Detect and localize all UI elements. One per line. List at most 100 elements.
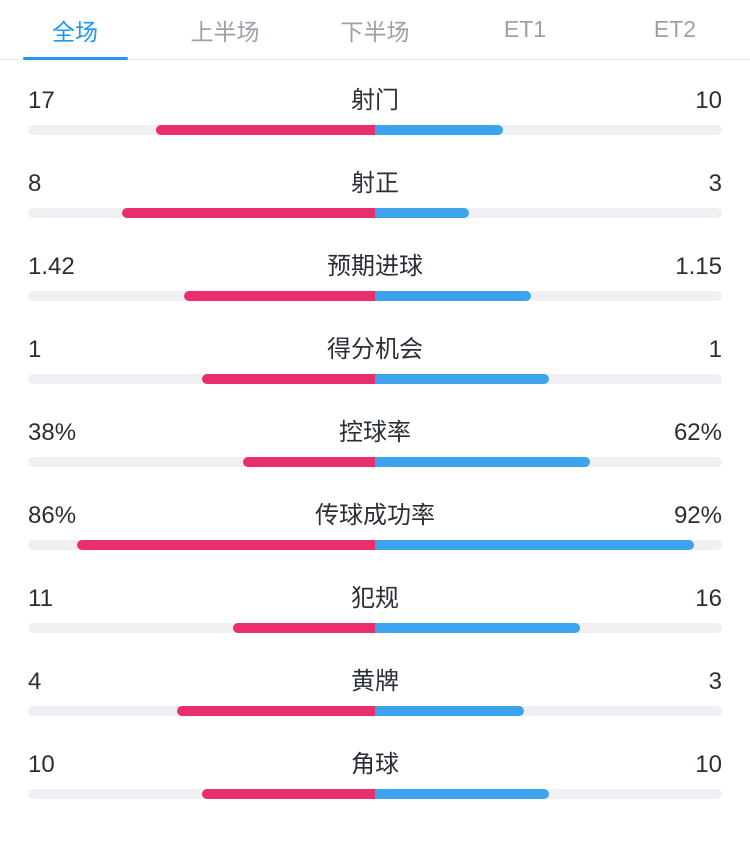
- stat-bar: [28, 540, 722, 550]
- stat-row: 10角球10: [28, 744, 722, 799]
- stat-bar-right-fill: [375, 706, 524, 716]
- stat-bar: [28, 706, 722, 716]
- stat-bar-left-fill: [184, 291, 375, 301]
- stat-bar-left-track: [28, 125, 375, 135]
- stat-row: 11犯规16: [28, 578, 722, 633]
- tab-label: 全场: [52, 13, 98, 47]
- stat-value-right: 62%: [642, 419, 722, 447]
- stat-bar: [28, 457, 722, 467]
- tab-label: 上半场: [191, 13, 260, 47]
- stat-value-left: 1: [28, 336, 108, 364]
- stat-bar-left-fill: [77, 540, 375, 550]
- stat-bar-right-track: [375, 706, 722, 716]
- stat-bar-left-fill: [202, 789, 376, 799]
- stat-label: 黄牌: [108, 661, 642, 696]
- stat-value-left: 86%: [28, 502, 108, 530]
- stat-row: 4黄牌3: [28, 661, 722, 716]
- stats-container: 17射门108射正31.42预期进球1.151得分机会138%控球率62%86%…: [0, 60, 750, 841]
- stat-bar: [28, 623, 722, 633]
- stat-value-left: 10: [28, 751, 108, 779]
- stat-value-left: 11: [28, 585, 108, 613]
- stat-label: 角球: [108, 744, 642, 779]
- stat-row: 38%控球率62%: [28, 412, 722, 467]
- stat-header: 38%控球率62%: [28, 412, 722, 447]
- stat-value-right: 1.15: [642, 253, 722, 281]
- stat-bar-right-fill: [375, 623, 580, 633]
- stat-row: 1.42预期进球1.15: [28, 246, 722, 301]
- stat-bar-right-fill: [375, 540, 694, 550]
- stat-header: 1.42预期进球1.15: [28, 246, 722, 281]
- stat-bar-right-track: [375, 208, 722, 218]
- stat-label: 射正: [108, 163, 642, 198]
- stat-label: 传球成功率: [108, 495, 642, 530]
- stat-bar-left-fill: [233, 623, 375, 633]
- stat-bar-left-fill: [122, 208, 375, 218]
- stat-header: 10角球10: [28, 744, 722, 779]
- tabs-bar: 全场 上半场 下半场 ET1 ET2: [0, 0, 750, 60]
- stat-value-left: 38%: [28, 419, 108, 447]
- stat-label: 犯规: [108, 578, 642, 613]
- stat-value-right: 10: [642, 751, 722, 779]
- stat-bar-left-track: [28, 623, 375, 633]
- stat-label: 预期进球: [108, 246, 642, 281]
- stat-bar-right-fill: [375, 374, 549, 384]
- stat-value-right: 3: [642, 668, 722, 696]
- stat-bar: [28, 125, 722, 135]
- stat-label: 射门: [108, 80, 642, 115]
- stat-bar-right-fill: [375, 457, 590, 467]
- stat-bar: [28, 789, 722, 799]
- stat-bar-right-track: [375, 540, 722, 550]
- stat-bar: [28, 291, 722, 301]
- tab-2[interactable]: 下半场: [300, 0, 450, 59]
- stat-row: 17射门10: [28, 80, 722, 135]
- stat-header: 86%传球成功率92%: [28, 495, 722, 530]
- stat-bar-right-track: [375, 623, 722, 633]
- stat-label: 控球率: [108, 412, 642, 447]
- stat-bar-right-fill: [375, 291, 531, 301]
- tab-4[interactable]: ET2: [600, 0, 750, 59]
- stat-bar-left-fill: [202, 374, 376, 384]
- stat-bar-right-track: [375, 374, 722, 384]
- stat-header: 1得分机会1: [28, 329, 722, 364]
- stat-header: 8射正3: [28, 163, 722, 198]
- stat-row: 8射正3: [28, 163, 722, 218]
- stat-bar-left-track: [28, 540, 375, 550]
- stat-header: 11犯规16: [28, 578, 722, 613]
- stat-value-left: 4: [28, 668, 108, 696]
- stat-header: 4黄牌3: [28, 661, 722, 696]
- stat-bar: [28, 374, 722, 384]
- stat-bar-left-track: [28, 706, 375, 716]
- stat-bar-right-fill: [375, 125, 503, 135]
- stat-bar-left-track: [28, 457, 375, 467]
- tab-label: ET2: [654, 16, 696, 43]
- stat-row: 86%传球成功率92%: [28, 495, 722, 550]
- stat-value-right: 92%: [642, 502, 722, 530]
- stat-value-right: 1: [642, 336, 722, 364]
- stat-bar-left-track: [28, 374, 375, 384]
- tab-label: ET1: [504, 16, 546, 43]
- stat-value-left: 1.42: [28, 253, 108, 281]
- tab-1[interactable]: 上半场: [150, 0, 300, 59]
- stat-row: 1得分机会1: [28, 329, 722, 384]
- stat-bar: [28, 208, 722, 218]
- stat-bar-right-track: [375, 125, 722, 135]
- stat-value-left: 8: [28, 170, 108, 198]
- stat-value-right: 16: [642, 585, 722, 613]
- stat-bar-left-fill: [156, 125, 375, 135]
- stat-bar-left-track: [28, 291, 375, 301]
- stat-value-right: 10: [642, 87, 722, 115]
- stat-bar-left-track: [28, 789, 375, 799]
- stat-bar-right-fill: [375, 789, 549, 799]
- stat-bar-right-track: [375, 789, 722, 799]
- stat-value-left: 17: [28, 87, 108, 115]
- tab-0[interactable]: 全场: [0, 0, 150, 59]
- stat-bar-right-track: [375, 291, 722, 301]
- tab-3[interactable]: ET1: [450, 0, 600, 59]
- stat-bar-left-track: [28, 208, 375, 218]
- tab-label: 下半场: [341, 13, 410, 47]
- stat-header: 17射门10: [28, 80, 722, 115]
- stat-bar-right-track: [375, 457, 722, 467]
- stat-value-right: 3: [642, 170, 722, 198]
- stat-bar-right-fill: [375, 208, 469, 218]
- stat-bar-left-fill: [177, 706, 375, 716]
